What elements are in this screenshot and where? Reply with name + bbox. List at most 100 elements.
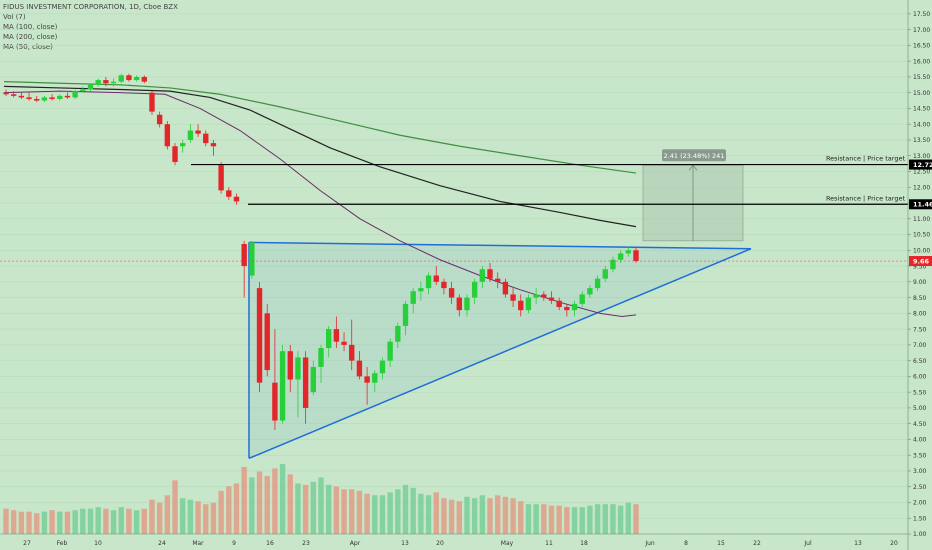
- candle-body: [3, 92, 9, 95]
- volume-bar: [164, 495, 171, 534]
- candle: [325, 325, 332, 358]
- volume-bar: [318, 477, 324, 534]
- candle: [387, 338, 393, 367]
- candle: [95, 78, 101, 87]
- candle: [356, 351, 363, 380]
- candle: [241, 240, 247, 298]
- volume-bar: [249, 477, 255, 534]
- volume-bar: [41, 511, 48, 534]
- volume-bar: [349, 489, 355, 534]
- triangle-bottom-line: [248, 248, 752, 460]
- y-tick-label: 4.00: [913, 437, 927, 444]
- volume-bar: [518, 501, 524, 534]
- y-tick-label: 7.00: [913, 342, 927, 349]
- y-tick-label: 10.00: [913, 247, 930, 254]
- candle-body: [579, 294, 585, 304]
- volume-bar: [18, 511, 25, 534]
- candle-body: [325, 329, 332, 349]
- volume-bar: [218, 490, 224, 534]
- volume-bar: [256, 471, 263, 534]
- candle-body: [556, 300, 562, 308]
- candle: [379, 357, 386, 380]
- y-tick-label: 12.50: [913, 169, 930, 176]
- volume-bar: [272, 468, 278, 534]
- candle-body: [610, 259, 616, 270]
- candle: [249, 240, 255, 279]
- candle: [510, 288, 516, 308]
- candle: [541, 291, 547, 301]
- candle: [310, 360, 317, 396]
- volume-bar: [233, 483, 240, 534]
- volume-bar: [110, 510, 117, 534]
- volume-bar: [548, 505, 555, 534]
- candle: [87, 83, 94, 92]
- candle-body: [26, 97, 32, 99]
- volume-bar: [325, 484, 332, 534]
- y-tick-label: 10.50: [913, 232, 930, 239]
- y-tick-label: 9.50: [913, 263, 927, 270]
- candle-body: [564, 307, 570, 311]
- y-tick-label: 1.50: [913, 515, 927, 522]
- candle-body: [349, 344, 355, 361]
- volume-bar: [118, 507, 124, 534]
- candle-body: [156, 114, 163, 125]
- y-tick-label: 6.00: [913, 374, 927, 381]
- y-tick-label: 16.50: [913, 43, 930, 50]
- candle-body: [310, 366, 317, 393]
- volume-bar: [302, 484, 309, 534]
- candle: [26, 92, 32, 101]
- x-tick-label: 18: [580, 540, 588, 547]
- y-axis: 17.50 17.00 16.50 16.00 15.50 15.00 14.50 14.00…: [907, 0, 932, 550]
- candle-body: [57, 95, 63, 99]
- price-label: 9.66: [913, 257, 930, 265]
- candle-body: [533, 294, 539, 298]
- candle-body: [49, 97, 55, 99]
- x-tick-label: 23: [302, 540, 310, 547]
- candle-body: [218, 165, 224, 191]
- volume-bar: [126, 508, 132, 534]
- volume-bar: [387, 492, 393, 534]
- candle: [349, 319, 355, 371]
- volume-bar: [556, 505, 562, 534]
- candle-body: [241, 243, 247, 267]
- volume-bar: [180, 498, 186, 534]
- candle-body: [249, 242, 255, 276]
- volume-bar: [433, 492, 439, 534]
- candle: [226, 187, 232, 200]
- y-tick-label: 17.00: [913, 27, 930, 34]
- candle: [602, 266, 608, 282]
- volume-bar: [602, 504, 608, 534]
- candle-body: [87, 84, 94, 90]
- candle: [372, 370, 378, 393]
- candle-body: [80, 89, 86, 92]
- candle-body: [318, 348, 324, 367]
- y-tick-label: 7.50: [913, 326, 927, 333]
- candle: [625, 247, 632, 257]
- legend-ma50: MA (50, close): [3, 43, 53, 51]
- candle-body: [587, 288, 593, 295]
- volume-bar: [57, 511, 63, 534]
- candle-body: [256, 288, 263, 383]
- x-tick-label: Apr: [350, 540, 361, 547]
- candle: [448, 281, 455, 304]
- y-tick-label: 3.00: [913, 468, 927, 475]
- volume-bar: [149, 499, 155, 534]
- resistance-label: Resistance | Price target: [826, 155, 905, 163]
- volume-bar: [103, 508, 109, 534]
- candle-body: [149, 92, 155, 112]
- volume-bar: [610, 504, 616, 534]
- y-tick-label: 17.50: [913, 11, 930, 18]
- candle-body: [34, 98, 40, 101]
- candle-body: [203, 133, 209, 144]
- legend-title: FIDUS INVESTMENT CORPORATION, 1D, Cboe B…: [3, 3, 178, 11]
- x-tick-label: May: [501, 540, 514, 547]
- volume-bar: [633, 504, 639, 534]
- volume-bar: [502, 496, 509, 534]
- x-tick-label: 13: [401, 540, 409, 547]
- candle-body: [333, 329, 340, 342]
- candle: [302, 351, 309, 424]
- candle: [571, 300, 578, 317]
- candle: [10, 91, 17, 98]
- candle-body: [164, 124, 171, 147]
